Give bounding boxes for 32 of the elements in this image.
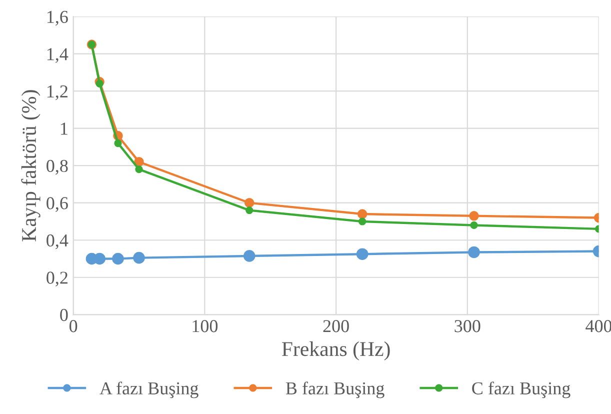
y-tick-label: 1 — [61, 122, 68, 135]
y-tick-label: 0,2 — [46, 272, 68, 286]
y-tick-label: 1,2 — [47, 85, 68, 100]
x-tick-label: 300 — [454, 320, 480, 332]
x-tick-label: 200 — [323, 320, 349, 332]
legend-label: C fazı Buşing — [472, 382, 570, 398]
y-axis-title: Kayıp faktörü (%) — [21, 90, 40, 242]
point — [243, 250, 256, 262]
legend-label: A fazı Buşing — [100, 382, 198, 398]
y-tick-label: 0 — [60, 308, 68, 322]
legend-label: B fazı Buşing — [286, 382, 384, 398]
y-tick-label: 1,6 — [47, 10, 68, 26]
point — [133, 252, 145, 264]
x-tick-label: 100 — [192, 320, 218, 332]
point — [356, 248, 368, 260]
point — [112, 252, 124, 265]
point — [468, 246, 480, 258]
y-tick-label: 0,6 — [46, 197, 68, 212]
point — [469, 211, 479, 221]
point — [358, 218, 366, 226]
y-tick-label: 0,8 — [46, 160, 68, 175]
y-tick-label: 0,4 — [46, 234, 68, 250]
point — [470, 221, 478, 230]
x-tick-label: 0 — [69, 320, 78, 332]
point — [96, 80, 104, 88]
x-axis-title: Frekans (Hz) — [282, 341, 390, 360]
point — [357, 209, 368, 219]
point — [244, 198, 254, 208]
point — [135, 166, 143, 174]
y-tick-label: 1,4 — [47, 48, 68, 63]
point — [246, 206, 254, 214]
point — [114, 139, 122, 148]
